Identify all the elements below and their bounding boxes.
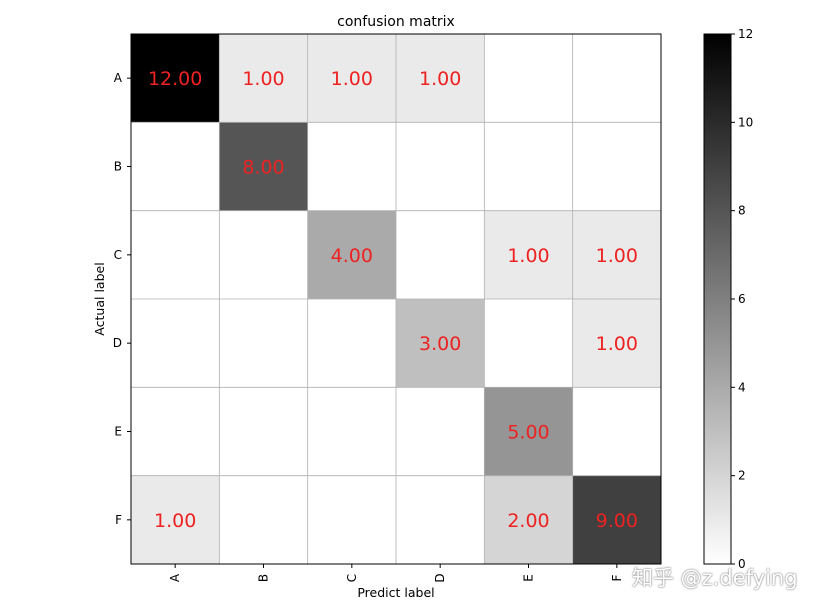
heatmap-cell [131,122,220,211]
x-axis-label: Predict label [357,585,434,600]
heatmap-cell [396,122,485,211]
y-tick-label: B [114,160,122,174]
cell-value-label: 3.00 [419,333,461,355]
cell-value-label: 1.00 [596,245,638,267]
heatmap-cell [307,122,396,211]
colorbar-ticks: 0 2 4 6 8 10 12 [731,27,753,571]
heatmap-cell [131,387,220,476]
heatmap-cell [396,475,485,564]
cell-value-label: 5.00 [507,422,549,444]
cell-value-label: 4.00 [331,245,373,267]
cell-value-label: 8.00 [242,157,284,179]
y-tick-label: E [114,425,122,439]
y-axis-label: Actual label [92,262,107,335]
cell-value-label: 1.00 [154,510,196,532]
colorbar-tick-label: 4 [738,380,746,394]
colorbar-tick-label: 2 [738,469,746,483]
cell-value-label: 1.00 [331,68,373,90]
heatmap-cell [307,34,396,123]
x-tick-label: D [433,573,447,582]
cell-value-label: 1.00 [596,333,638,355]
heatmap-cell [484,475,573,564]
heatmap-cell [396,387,485,476]
x-axis-ticks: A B C D E F [168,564,624,583]
heatmap-cell [219,299,308,388]
heatmap-cell [572,34,661,123]
cell-value-label: 1.00 [242,68,284,90]
watermark-text: 知乎 @z.defying [632,566,798,590]
cell-value-label: 1.00 [419,68,461,90]
heatmap-cell [219,34,308,123]
chart-title: confusion matrix [337,14,455,30]
colorbar-tick-label: 0 [738,557,746,571]
heatmap-cells: 12.00 1.00 1.00 1.00 8.00 4.00 1.00 1.00 3.00 1.0… [131,34,661,564]
x-tick-label: F [610,574,624,581]
heatmap-cell [307,299,396,388]
heatmap-cell [396,299,485,388]
x-tick-label: C [345,574,359,582]
heatmap-cell [219,122,308,211]
heatmap-cell [572,122,661,211]
heatmap-cell [572,299,661,388]
heatmap-cell [307,387,396,476]
heatmap-grid [131,34,661,564]
colorbar-tick-label: 10 [738,115,753,129]
heatmap-cell [307,210,396,299]
cell-value-label: 9.00 [596,510,638,532]
heatmap-cell [131,475,220,564]
heatmap-cell [396,210,485,299]
cell-value-label: 12.00 [148,68,202,90]
cell-value-label: 2.00 [507,510,549,532]
cell-value-label: 1.00 [507,245,549,267]
heatmap-cell [131,299,220,388]
heatmap-cell [219,210,308,299]
heatmap-cell [572,475,661,564]
heatmap-cell [572,387,661,476]
heatmap-cell [572,210,661,299]
heatmap-cell [219,387,308,476]
heatmap-cell [484,210,573,299]
y-tick-label: A [114,71,123,85]
heatmap-cell [484,387,573,476]
heatmap-cell [307,475,396,564]
heatmap-cell [396,34,485,123]
heatmap-cell [219,475,308,564]
colorbar-tick-label: 6 [738,292,746,306]
heatmap-cell [131,210,220,299]
y-tick-label: F [115,513,122,527]
colorbar-tick-label: 8 [738,204,746,218]
heatmap-cell [484,122,573,211]
x-tick-label: E [522,574,536,582]
y-tick-label: C [114,248,122,262]
y-axis-ticks: A B C D E F [113,71,131,527]
colorbar-tick-label: 12 [738,27,753,41]
x-tick-label: A [168,573,182,582]
heatmap-cell [484,299,573,388]
colorbar [703,33,732,565]
plot-frame [130,33,662,565]
heatmap-cell [484,34,573,123]
heatmap-cell [131,34,220,123]
y-tick-label: D [113,336,122,350]
x-tick-label: B [257,574,271,582]
